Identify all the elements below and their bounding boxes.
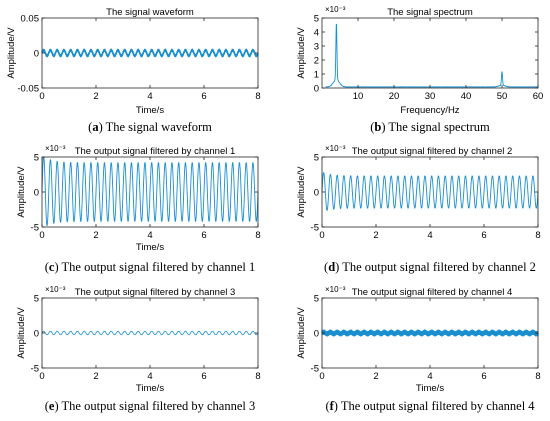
y-tick-label: 5 bbox=[314, 293, 319, 304]
series-line bbox=[321, 329, 539, 337]
x-tick-label: 6 bbox=[481, 371, 486, 382]
y-tick-label: 5 bbox=[34, 152, 39, 163]
subplot-title: The output signal filtered by channel 4 bbox=[352, 287, 513, 298]
axis-multiplier: ×10⁻³ bbox=[325, 5, 346, 14]
x-tick-label: 0 bbox=[39, 371, 44, 382]
subplot-title: The output signal filtered by channel 1 bbox=[75, 146, 236, 157]
subplot-d: 0 2 4 6 8-505×10⁻³ The output signal filtered… bbox=[296, 144, 541, 274]
subplot-e: 0 2 4 6 8-505×10⁻³ The output signal filtered… bbox=[16, 285, 261, 413]
x-tick-label: 0 bbox=[319, 230, 324, 241]
subplot-title: The output signal filtered by channel 2 bbox=[352, 146, 513, 157]
y-tick-label: 4 bbox=[314, 27, 319, 38]
x-tick-label: 20 bbox=[389, 91, 400, 102]
x-tick-label: 8 bbox=[535, 230, 540, 241]
x-tick-label: 4 bbox=[147, 91, 152, 102]
y-tick-label: 5 bbox=[34, 293, 39, 304]
x-tick-label: 4 bbox=[427, 230, 432, 241]
y-axis-label: Amplitude/V bbox=[16, 307, 27, 359]
subplot-title: The signal waveform bbox=[106, 7, 194, 18]
y-tick-label: -0.05 bbox=[17, 83, 39, 94]
y-tick-label: -5 bbox=[31, 222, 39, 233]
x-tick-label: 4 bbox=[147, 230, 152, 241]
axis-multiplier: ×10⁻³ bbox=[325, 285, 346, 294]
x-tick-label: 8 bbox=[535, 371, 540, 382]
y-axis-label: Amplitude/V bbox=[296, 166, 307, 218]
y-tick-label: 2 bbox=[314, 55, 319, 66]
x-tick-label: 60 bbox=[533, 91, 544, 102]
subplot-c: 0 2 4 6 8-505×10⁻³ The output signal filtered… bbox=[16, 144, 261, 274]
y-tick-label: 0.05 bbox=[21, 13, 40, 24]
axes-box bbox=[321, 17, 539, 89]
x-tick-label: 6 bbox=[481, 230, 486, 241]
subplot-title: The output signal filtered by channel 3 bbox=[75, 287, 236, 298]
y-tick-label: 1 bbox=[314, 69, 319, 80]
x-tick-label: 4 bbox=[427, 371, 432, 382]
axis-multiplier: ×10⁻³ bbox=[45, 144, 66, 153]
x-tick-label: 40 bbox=[461, 91, 472, 102]
subplot-caption: (a) The signal waveform bbox=[88, 120, 212, 134]
y-tick-label: 0 bbox=[34, 187, 39, 198]
series-line bbox=[41, 48, 259, 58]
series-line bbox=[325, 23, 539, 88]
x-tick-label: 6 bbox=[201, 371, 206, 382]
x-tick-label: 6 bbox=[201, 91, 206, 102]
series-line bbox=[41, 330, 259, 336]
subplot-caption: (d) The output signal filtered by channe… bbox=[324, 260, 536, 274]
y-tick-label: 0 bbox=[34, 328, 39, 339]
y-tick-label: 3 bbox=[314, 41, 319, 52]
y-tick-label: -5 bbox=[311, 363, 319, 374]
y-tick-label: 5 bbox=[314, 13, 319, 24]
y-tick-label: 0 bbox=[314, 328, 319, 339]
x-axis-label: Time/s bbox=[136, 383, 164, 394]
x-axis-label: Time/s bbox=[136, 242, 164, 253]
x-axis-label: Frequency/Hz bbox=[400, 105, 459, 116]
x-tick-label: 0 bbox=[39, 230, 44, 241]
x-tick-label: 10 bbox=[353, 91, 364, 102]
x-tick-label: 0 bbox=[39, 91, 44, 102]
y-tick-label: -5 bbox=[311, 222, 319, 233]
subplot-b: 10 20 30 40 50 60 0 1 2 3 4 5 ×10⁻³ The signal spectr… bbox=[296, 5, 543, 134]
x-tick-label: 30 bbox=[425, 91, 436, 102]
subplot-title: The signal spectrum bbox=[387, 7, 473, 18]
y-axis-label: Amplitude/V bbox=[296, 307, 307, 359]
x-axis-label: Time/s bbox=[136, 105, 164, 116]
subplot-f: 0 2 4 6 8-505×10⁻³ The output signal filtered… bbox=[296, 285, 541, 413]
axis-multiplier: ×10⁻³ bbox=[325, 144, 346, 153]
x-axis-label: Time/s bbox=[416, 383, 444, 394]
subplot-caption: (c) The output signal filtered by channe… bbox=[45, 260, 256, 274]
x-tick-label: 6 bbox=[201, 230, 206, 241]
y-axis-label: Amplitude/V bbox=[6, 27, 17, 79]
axis-multiplier: ×10⁻³ bbox=[45, 285, 66, 294]
x-tick-label: 2 bbox=[93, 230, 98, 241]
y-tick-label: 0 bbox=[34, 48, 39, 59]
y-tick-label: 0 bbox=[314, 187, 319, 198]
x-tick-label: 2 bbox=[373, 230, 378, 241]
subplot-caption: (f) The output signal filtered by channe… bbox=[325, 399, 535, 413]
series-line bbox=[321, 172, 539, 211]
x-tick-label: 2 bbox=[93, 371, 98, 382]
x-tick-label: 8 bbox=[255, 371, 260, 382]
series-line bbox=[41, 156, 259, 227]
x-tick-label: 8 bbox=[255, 230, 260, 241]
y-axis-label: Amplitude/V bbox=[296, 27, 307, 79]
x-tick-label: 2 bbox=[93, 91, 98, 102]
x-tick-label: 50 bbox=[497, 91, 508, 102]
x-tick-label: 2 bbox=[373, 371, 378, 382]
y-axis-label: Amplitude/V bbox=[16, 166, 27, 218]
subplot-caption: (b) The signal spectrum bbox=[370, 120, 490, 134]
y-tick-label: 0 bbox=[314, 83, 319, 94]
subplot-caption: (e) The output signal filtered by channe… bbox=[45, 399, 256, 413]
x-tick-label: 8 bbox=[255, 91, 260, 102]
y-tick-label: 5 bbox=[314, 152, 319, 163]
x-tick-label: 4 bbox=[147, 371, 152, 382]
x-tick-label: 0 bbox=[319, 371, 324, 382]
y-tick-label: -5 bbox=[31, 363, 39, 374]
